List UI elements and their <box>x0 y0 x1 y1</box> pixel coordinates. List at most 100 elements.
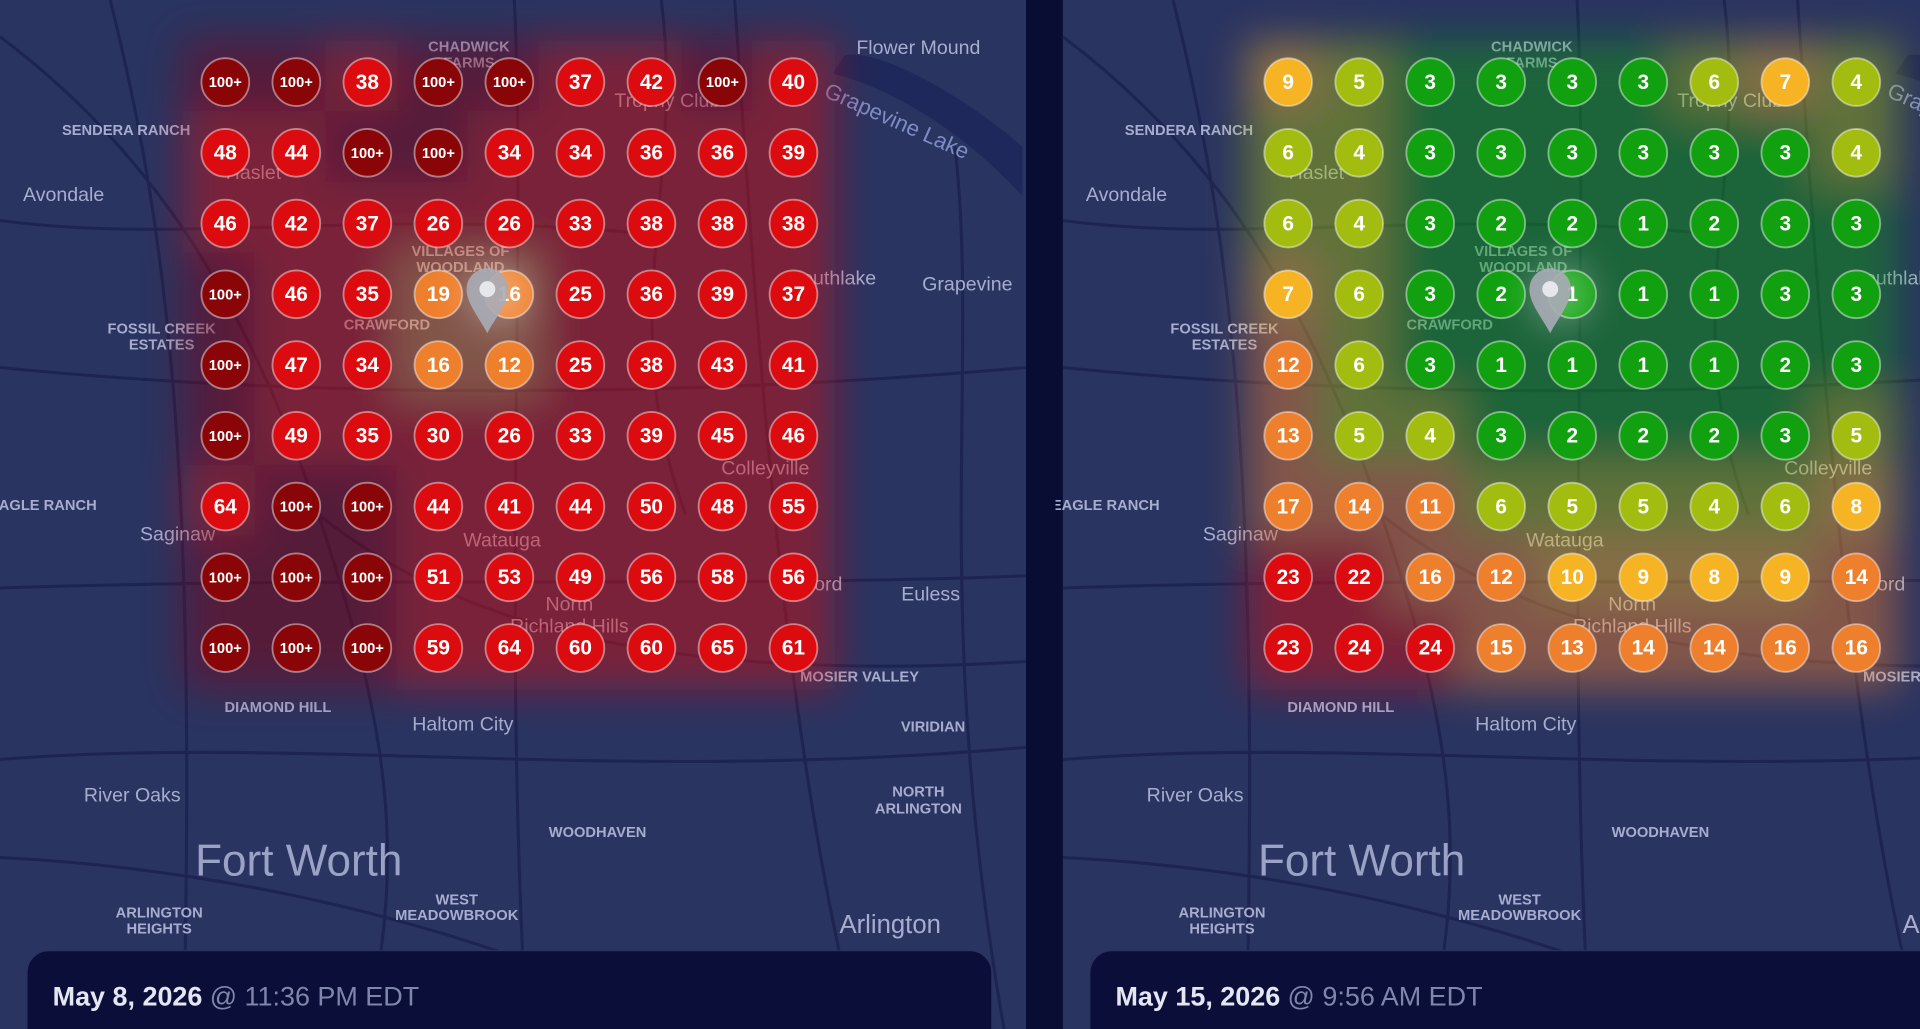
rank-pin <box>1760 269 1811 320</box>
rank-value: 23 <box>1277 637 1300 660</box>
rank-pin <box>484 552 535 603</box>
rank-value: 3 <box>1851 283 1863 306</box>
rank-value: 3 <box>1566 71 1578 94</box>
rank-pin <box>413 269 464 320</box>
rank-value: 8 <box>1851 495 1863 518</box>
rank-pin <box>1547 198 1598 249</box>
rank-pin <box>1476 198 1527 249</box>
rank-value: 65 <box>711 637 734 660</box>
rank-value: 14 <box>1703 637 1727 660</box>
rank-pin <box>342 198 393 249</box>
rank-pin <box>342 552 393 603</box>
rank-pin <box>1618 623 1669 673</box>
rank-value: 7 <box>1282 283 1294 306</box>
map-label: EAGLE RANCH <box>1052 498 1160 514</box>
rank-pin <box>1547 552 1598 603</box>
rank-value: 100+ <box>351 570 384 586</box>
marker-dot <box>479 281 496 298</box>
rank-pin <box>413 623 464 673</box>
rank-value: 39 <box>782 142 805 165</box>
map-label: WEST <box>436 892 478 908</box>
rank-value: 22 <box>1348 566 1371 589</box>
rank-value: 60 <box>569 637 592 660</box>
rank-pin <box>697 198 748 249</box>
map-label: ESTATES <box>1192 337 1258 353</box>
rank-value: 13 <box>1561 637 1584 660</box>
rank-pin <box>768 623 819 673</box>
rank-value: 100+ <box>280 75 313 91</box>
map-label: Haltom City <box>1475 713 1576 735</box>
rank-pin <box>413 57 464 107</box>
rank-pin <box>1689 623 1740 673</box>
rank-value: 5 <box>1637 495 1649 518</box>
rank-value: 38 <box>640 354 663 377</box>
rank-value: 3 <box>1637 142 1649 165</box>
rank-value: 38 <box>711 212 734 235</box>
rank-pin <box>1689 57 1740 107</box>
rank-pin <box>697 340 748 390</box>
rank-pin <box>200 128 251 178</box>
rank-pin <box>200 481 251 532</box>
rank-value: 3 <box>1851 212 1863 235</box>
location-marker <box>466 268 509 334</box>
rank-value: 100+ <box>209 358 242 374</box>
rank-value: 37 <box>569 71 592 94</box>
map-label: VIRIDIAN <box>901 720 965 736</box>
rank-value: 34 <box>356 354 380 377</box>
rank-value: 61 <box>782 637 805 660</box>
rank-value: 37 <box>782 283 805 306</box>
rank-value: 2 <box>1566 212 1578 235</box>
rank-pin <box>768 410 819 461</box>
rank-pin <box>1689 340 1740 390</box>
rank-value: 46 <box>214 212 237 235</box>
rank-value: 58 <box>711 566 734 589</box>
rank-value: 9 <box>1637 566 1649 589</box>
rank-pin <box>1689 198 1740 249</box>
rank-pin <box>768 340 819 390</box>
rank-value: 41 <box>498 495 521 518</box>
rank-value: 15 <box>1490 637 1513 660</box>
rank-value: 36 <box>711 142 734 165</box>
rank-pin <box>413 410 464 461</box>
rank-pin <box>1405 128 1455 178</box>
rank-value: 48 <box>214 142 237 165</box>
rank-value: 17 <box>1277 495 1300 518</box>
rank-pin <box>697 410 748 461</box>
rank-pin <box>271 552 322 603</box>
rank-pin <box>697 128 748 178</box>
map-label: HEIGHTS <box>1189 922 1254 938</box>
rank-pin <box>1334 623 1384 673</box>
timestamp: May 8, 2026 @ 11:36 PM EDT <box>53 981 420 1011</box>
rank-value: 2 <box>1780 354 1792 377</box>
rank-pin <box>1334 198 1384 249</box>
map-label: SENDERA RANCH <box>62 123 190 139</box>
rank-pin <box>1334 410 1384 461</box>
rank-value: 35 <box>356 283 379 306</box>
rank-value: 5 <box>1851 425 1863 448</box>
rank-value: 100+ <box>706 75 739 91</box>
rank-value: 5 <box>1353 425 1365 448</box>
rank-pin <box>1263 57 1313 107</box>
rank-value: 19 <box>427 283 450 306</box>
rank-pin <box>1831 269 1882 320</box>
map-label: Arlington <box>839 911 940 939</box>
rank-pin <box>413 128 464 178</box>
rank-value: 3 <box>1495 425 1507 448</box>
rank-pin <box>271 269 322 320</box>
date-card <box>1089 949 1920 1029</box>
rank-value: 1 <box>1495 354 1507 377</box>
rank-pin <box>1476 57 1527 107</box>
rank-value: 25 <box>569 283 592 306</box>
rank-pin <box>484 410 535 461</box>
rank-value: 7 <box>1780 71 1792 94</box>
rank-value: 3 <box>1780 212 1792 235</box>
rank-pin <box>1760 340 1811 390</box>
rank-pin <box>768 198 819 249</box>
rank-value: 39 <box>711 283 734 306</box>
rank-pin <box>1547 57 1598 107</box>
rank-value: 33 <box>569 212 592 235</box>
rank-value: 34 <box>498 142 522 165</box>
map-label: DIAMOND HILL <box>1287 700 1394 716</box>
rank-value: 26 <box>498 212 521 235</box>
rank-pin <box>484 623 535 673</box>
